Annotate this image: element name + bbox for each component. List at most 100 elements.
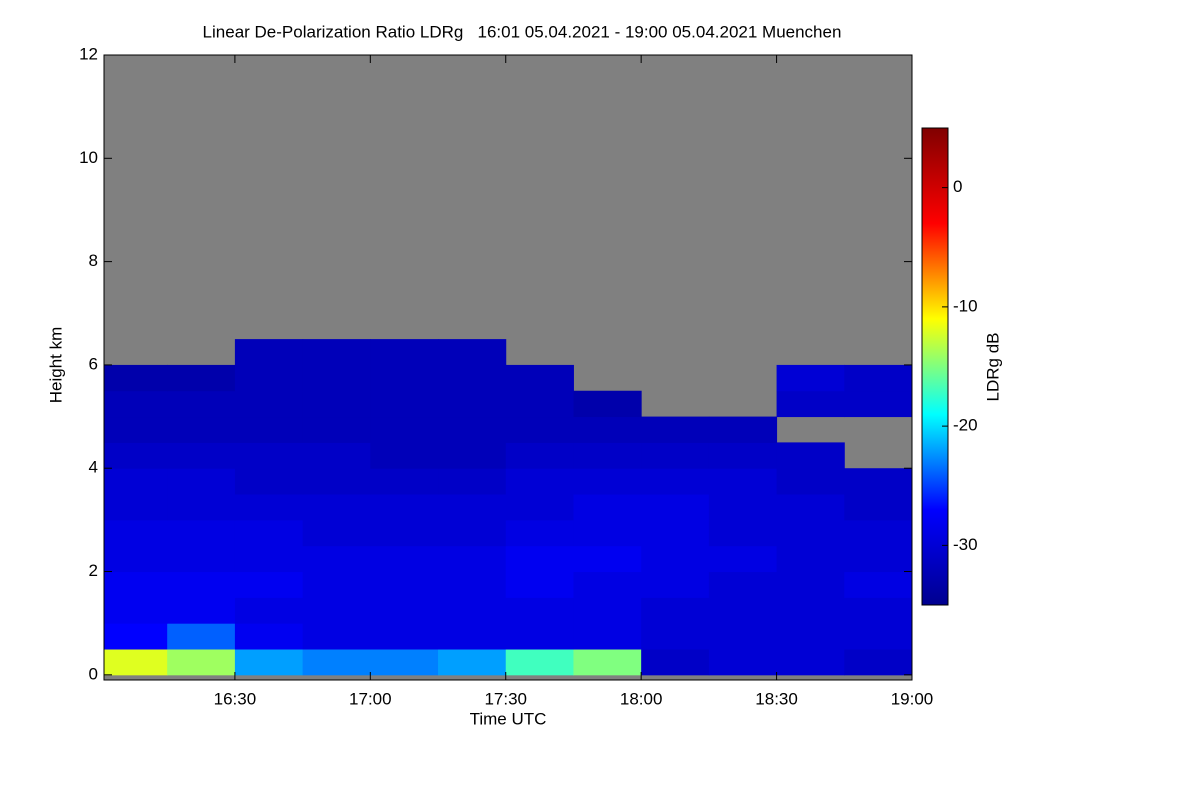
heatmap-cell [641,623,710,650]
heatmap-cell [302,519,371,547]
heatmap-cell [302,649,371,676]
y-tick-label: 4 [89,458,98,477]
heatmap-cell [438,571,507,598]
x-tick-label: 19:00 [891,689,934,708]
heatmap-cell [234,623,304,650]
heatmap-cell [104,597,168,624]
heatmap-cell [167,519,236,547]
heatmap-cell [234,494,304,521]
heatmap-cell [844,545,913,573]
heatmap-cell [776,597,845,624]
heatmap-cell [844,364,913,392]
heatmap-cell [302,623,371,650]
heatmap-cell [302,545,371,573]
heatmap-cell [844,390,913,418]
heatmap-cell [370,390,439,418]
y-tick-label: 6 [89,354,98,373]
heatmap-cell [708,416,778,443]
heatmap-cell [302,339,371,366]
heatmap-cell [104,571,168,598]
heatmap-cell [844,623,913,650]
heatmap-cell [776,519,845,547]
heatmap-cell [438,390,507,418]
heatmap-cell [505,494,574,521]
heatmap-cell [505,649,574,676]
heatmap-cell [104,468,168,495]
heatmap-cell [370,571,439,598]
heatmap-cell [844,468,913,495]
x-tick-label: 17:30 [484,689,527,708]
x-tick-label: 18:30 [755,689,798,708]
heatmap-cell [167,649,236,676]
heatmap-cell [708,649,778,676]
heatmap-cell [370,442,439,469]
heatmap-cell [708,623,778,650]
heatmap-cell [370,519,439,547]
heatmap-cell [234,339,304,366]
heatmap-cell [844,519,913,547]
heatmap-cell [708,442,778,469]
heatmap-cell [708,571,778,598]
heatmap-cell [573,494,642,521]
y-axis-label: Height km [46,327,65,404]
heatmap-cell [641,468,710,495]
heatmap-cell [167,494,236,521]
heatmap-cell [708,597,778,624]
heatmap-cell [573,416,642,443]
heatmap-cell [438,339,507,366]
heatmap-cell [844,494,913,521]
x-tick-label: 17:00 [349,689,392,708]
heatmap-cell [641,416,710,443]
heatmap-cell [844,649,913,676]
heatmap-cell [776,623,845,650]
heatmap-cell [776,364,845,392]
heatmap-cell [104,390,168,418]
heatmap-cell [370,339,439,366]
heatmap-cell [573,442,642,469]
heatmap-cell [104,519,168,547]
heatmap-cell [104,442,168,469]
heatmap-cell [370,364,439,392]
heatmap-cell [438,468,507,495]
heatmap-cell [104,364,168,392]
heatmap-cell [505,364,574,392]
chart-title: Linear De-Polarization Ratio LDRg 16:01 … [203,22,842,41]
heatmap-cell [641,545,710,573]
x-axis-label: Time UTC [470,709,547,728]
heatmap-cell [302,390,371,418]
y-tick-label: 0 [89,664,98,683]
heatmap-cell [167,623,236,650]
heatmap-cell [234,519,304,547]
heatmap-cell [708,468,778,495]
heatmap-cell [844,597,913,624]
heatmap-cell [167,390,236,418]
heatmap-cell [104,545,168,573]
heatmap-cell [234,571,304,598]
heatmap-cell [641,649,710,676]
colorbar-tick-label: 0 [953,177,962,196]
heatmap-cell [573,390,642,418]
heatmap-cell [234,416,304,443]
colorbar-tick-label: -20 [953,416,978,435]
heatmap-cell [776,494,845,521]
heatmap-cell [573,468,642,495]
heatmap-cell [505,390,574,418]
heatmap-cell [234,468,304,495]
heatmap-cell [438,494,507,521]
heatmap-cell [438,416,507,443]
heatmap-cell [776,442,845,469]
heatmap-cell [370,494,439,521]
x-tick-label: 18:00 [620,689,663,708]
heatmap-cell [234,545,304,573]
heatmap-cell [167,442,236,469]
heatmap-cell [234,390,304,418]
heatmap-cell [641,597,710,624]
heatmap-cell [302,416,371,443]
heatmap-cell [167,597,236,624]
heatmap-cell [167,416,236,443]
heatmap-cell [438,364,507,392]
heatmap-cell [167,468,236,495]
heatmap-cell [573,623,642,650]
heatmap-cell [505,623,574,650]
heatmap-cell [505,442,574,469]
